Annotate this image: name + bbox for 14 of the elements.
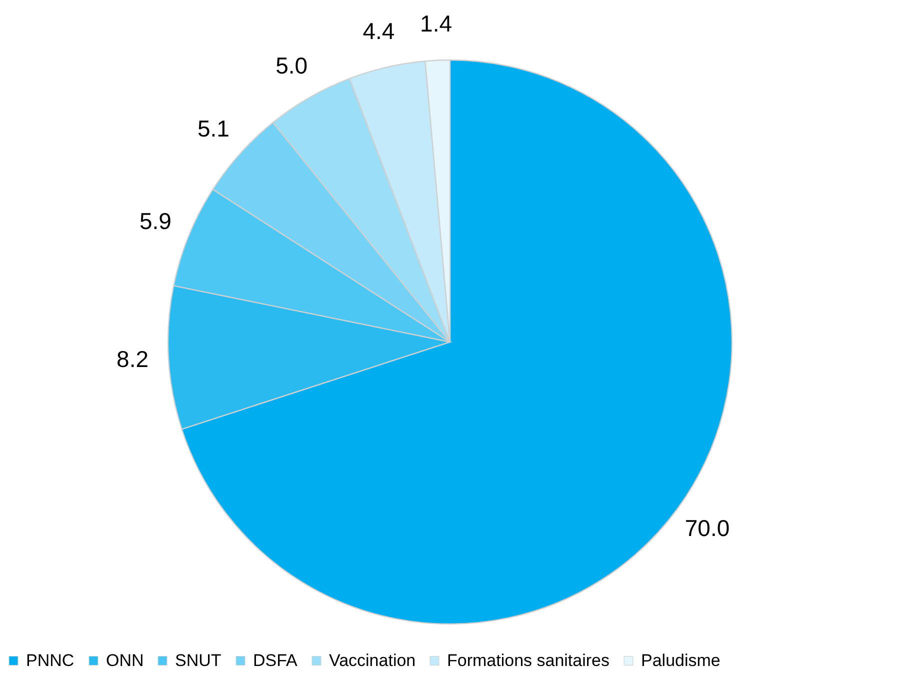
data-label: 5.9 <box>139 208 172 234</box>
legend-label: Paludisme <box>641 650 720 670</box>
legend-label: PNNC <box>26 650 74 670</box>
legend-label: SNUT <box>175 650 222 670</box>
data-label: 5.1 <box>197 115 230 142</box>
data-label: 5.0 <box>276 52 308 78</box>
data-label: 8.2 <box>116 346 148 372</box>
legend-label: ONN <box>106 650 144 670</box>
legend-label: Vaccination <box>329 650 416 670</box>
data-label: 70.0 <box>684 514 730 541</box>
legend-label: DSFA <box>253 650 298 670</box>
data-label: 4.4 <box>362 18 395 44</box>
data-label: 1.4 <box>420 10 452 36</box>
legend-label: Formations sanitaires <box>447 650 610 670</box>
